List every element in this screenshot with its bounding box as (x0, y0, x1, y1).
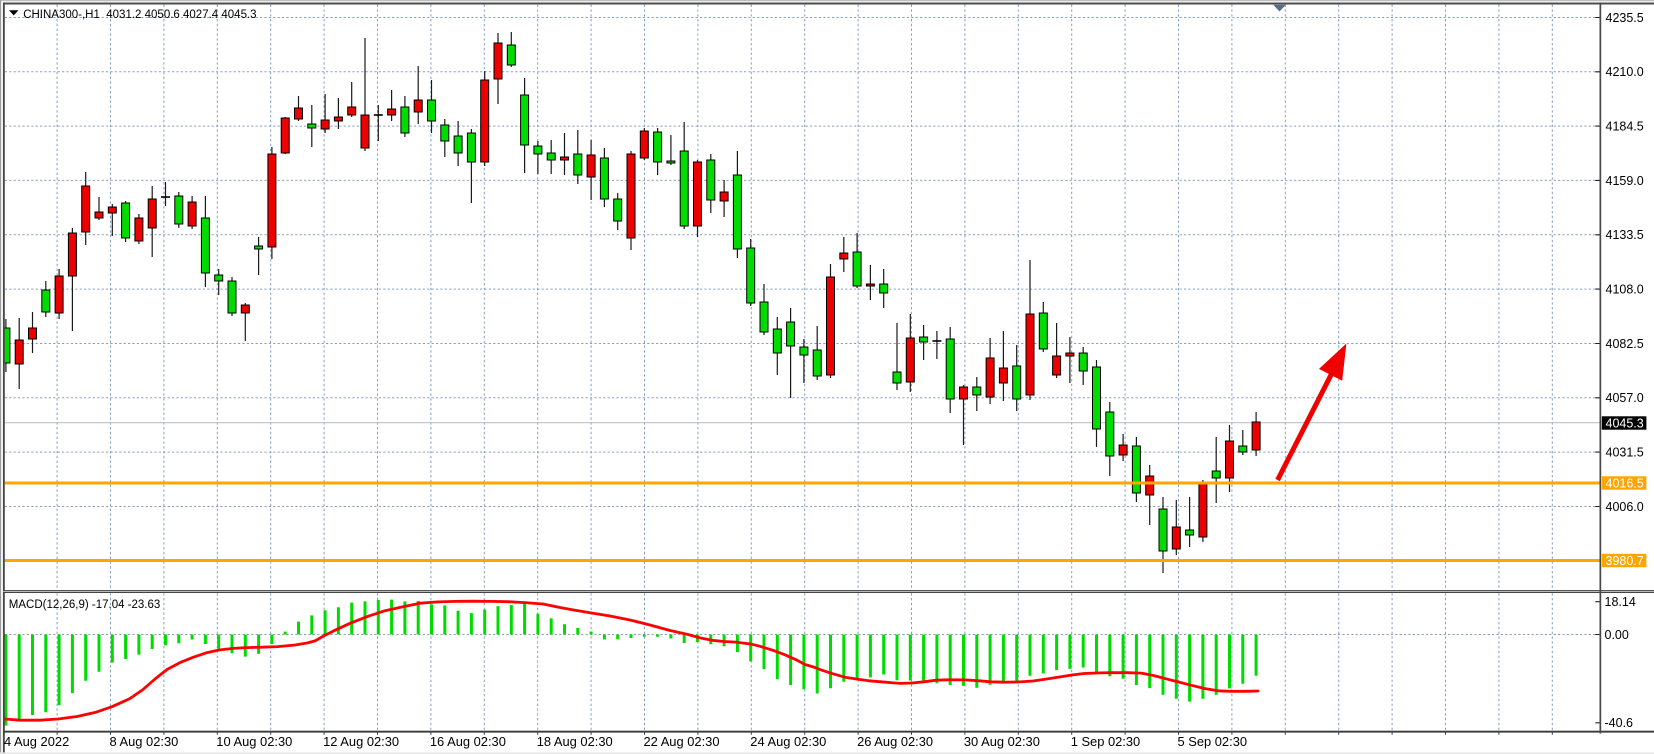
svg-text:1 Sep 02:30: 1 Sep 02:30 (1071, 734, 1141, 749)
svg-text:10 Aug 02:30: 10 Aug 02:30 (216, 734, 292, 749)
svg-text:16 Aug 02:30: 16 Aug 02:30 (430, 734, 506, 749)
svg-text:4 Aug 2022: 4 Aug 2022 (4, 734, 69, 749)
svg-text:30 Aug 02:30: 30 Aug 02:30 (964, 734, 1040, 749)
svg-text:4184.5: 4184.5 (1606, 120, 1644, 134)
svg-text:22 Aug 02:30: 22 Aug 02:30 (644, 734, 720, 749)
svg-text:4045.3: 4045.3 (1606, 416, 1644, 430)
svg-text:5 Sep 02:30: 5 Sep 02:30 (1178, 734, 1248, 749)
svg-text:3980.7: 3980.7 (1606, 554, 1644, 568)
svg-text:4108.0: 4108.0 (1606, 283, 1644, 297)
svg-text:26 Aug 02:30: 26 Aug 02:30 (857, 734, 933, 749)
svg-text:4082.5: 4082.5 (1606, 337, 1644, 351)
svg-text:4016.5: 4016.5 (1606, 476, 1644, 490)
svg-text:24 Aug 02:30: 24 Aug 02:30 (750, 734, 826, 749)
svg-text:4210.0: 4210.0 (1606, 65, 1644, 79)
svg-text:4006.0: 4006.0 (1606, 500, 1644, 514)
svg-text:4031.5: 4031.5 (1606, 446, 1644, 460)
svg-text:4159.0: 4159.0 (1606, 174, 1644, 188)
svg-text:CHINA300-,H1 4031.2 4050.6 40: CHINA300-,H1 4031.2 4050.6 4027.4 4045.3 (23, 9, 256, 21)
svg-text:4235.5: 4235.5 (1606, 11, 1644, 25)
svg-text:MACD(12,26,9) -17.04 -23.63: MACD(12,26,9) -17.04 -23.63 (9, 599, 161, 611)
svg-text:4133.5: 4133.5 (1606, 228, 1644, 242)
svg-text:8 Aug 02:30: 8 Aug 02:30 (110, 734, 179, 749)
svg-text:4057.0: 4057.0 (1606, 391, 1644, 405)
svg-text:0.00: 0.00 (1605, 628, 1629, 642)
svg-text:12 Aug 02:30: 12 Aug 02:30 (323, 734, 399, 749)
svg-text:-40.6: -40.6 (1605, 716, 1634, 730)
svg-text:18 Aug 02:30: 18 Aug 02:30 (537, 734, 613, 749)
svg-text:18.14: 18.14 (1605, 595, 1636, 609)
